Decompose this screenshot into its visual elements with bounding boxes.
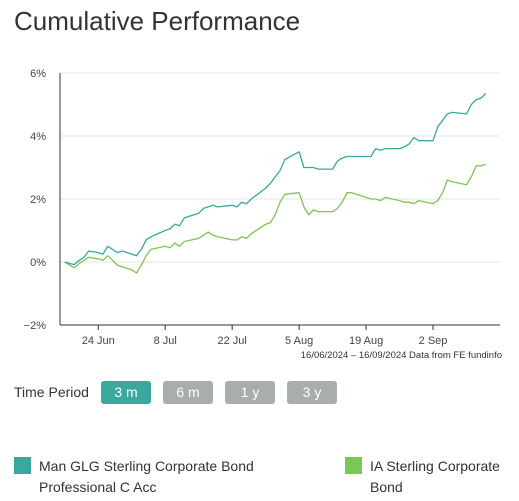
x-tick-label: 22 Jul — [217, 335, 246, 347]
chart-source-text: 16/06/2024 – 16/09/2024 Data from FE fun… — [301, 350, 502, 360]
x-tick-label: 19 Aug — [349, 335, 383, 347]
period-6m-button[interactable]: 6 m — [163, 381, 213, 404]
legend-label-sector: IA Sterling Corporate Bond — [370, 458, 500, 495]
y-tick-label: 6% — [30, 68, 46, 80]
legend-item-sector[interactable]: IA Sterling Corporate Bond — [345, 456, 515, 498]
time-period-label: Time Period — [14, 384, 89, 400]
period-3m-button[interactable]: 3 m — [101, 381, 151, 404]
series-line-sector — [64, 163, 486, 274]
y-tick-label: −2% — [24, 320, 47, 332]
page-title: Cumulative Performance — [14, 6, 301, 36]
legend-swatch-sector — [345, 457, 362, 474]
cumulative-performance-chart: 6% 4% 2% 0% −2% 24 Jun 8 Jul 22 Jul 5 Aug 19 Aug 2… — [24, 68, 502, 360]
period-1y-button[interactable]: 1 y — [225, 381, 275, 404]
legend-label-fund: Man GLG Sterling Corporate Bond Professi… — [39, 458, 254, 495]
y-tick-label: 2% — [30, 194, 46, 206]
legend-item-fund[interactable]: Man GLG Sterling Corporate Bond Professi… — [14, 456, 274, 498]
series-line-fund — [64, 93, 487, 266]
x-tick-label: 8 Jul — [154, 335, 177, 347]
x-tick-label: 5 Aug — [285, 335, 313, 347]
x-tick-label: 2 Sep — [419, 335, 448, 347]
y-tick-label: 4% — [30, 131, 46, 143]
x-tick-label: 24 Jun — [82, 335, 115, 347]
y-tick-label: 0% — [30, 257, 46, 269]
legend-swatch-fund — [14, 457, 31, 474]
period-3y-button[interactable]: 3 y — [287, 381, 337, 404]
